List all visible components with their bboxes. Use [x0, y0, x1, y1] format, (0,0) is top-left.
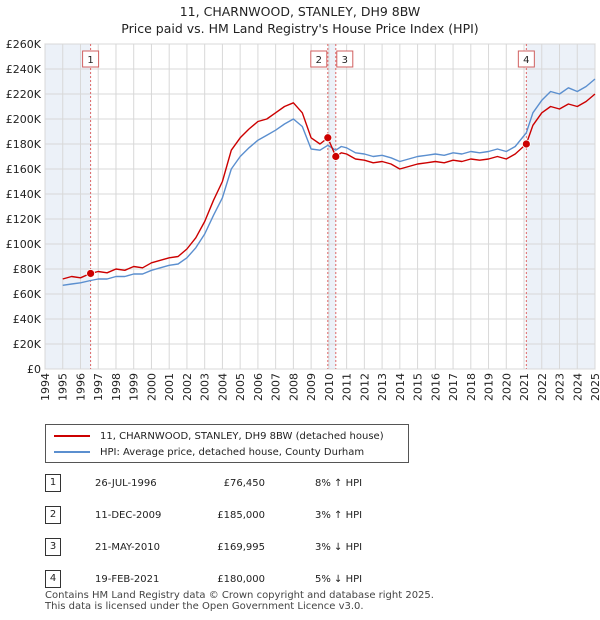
- y-tick-label: £220K: [6, 88, 42, 101]
- x-tick-label: 2020: [500, 373, 513, 401]
- x-tick-label: 2011: [341, 373, 354, 401]
- footer-copyright: Contains HM Land Registry data © Crown c…: [45, 590, 434, 601]
- x-tick-label: 2004: [216, 373, 229, 401]
- sale-price: £180,000: [217, 574, 265, 585]
- y-tick-label: £100K: [6, 238, 42, 251]
- sale-row-4: 4 19-FEB-2021 £180,000 5% ↓ HPI: [45, 570, 445, 590]
- x-tick-label: 1995: [57, 373, 70, 401]
- x-tick-label: 2016: [429, 373, 442, 401]
- x-tick-label: 2010: [323, 373, 336, 401]
- sale-price: £76,450: [223, 478, 265, 489]
- y-tick-label: £60K: [13, 288, 42, 301]
- x-tick-label: 2007: [270, 373, 283, 401]
- x-tick-label: 2006: [252, 373, 265, 401]
- sale-point: [323, 133, 333, 143]
- sale-number-label: 4: [523, 55, 529, 66]
- x-tick-label: 2015: [412, 373, 425, 401]
- legend-label-hpi: HPI: Average price, detached house, Coun…: [100, 446, 365, 458]
- x-tick-label: 2009: [305, 373, 318, 401]
- y-tick-label: £180K: [6, 138, 42, 151]
- x-tick-label: 2024: [571, 373, 584, 401]
- plot-area: [44, 43, 596, 370]
- y-tick-label: £160K: [6, 163, 42, 176]
- chart-subtitle: Price paid vs. HM Land Registry's House …: [121, 21, 479, 36]
- x-tick-label: 2017: [447, 373, 460, 401]
- x-tick-label: 2000: [145, 373, 158, 401]
- sale-number-box: [517, 50, 535, 68]
- x-tick-label: 1998: [110, 373, 123, 401]
- sale-number-box: [310, 50, 328, 68]
- y-tick-label: £40K: [13, 313, 42, 326]
- x-tick-label: 1994: [39, 373, 52, 401]
- x-tick-label: 2003: [199, 373, 212, 401]
- sale-hpi-diff: 3% ↓ HPI: [315, 542, 363, 553]
- sale-hpi-diff: 5% ↓ HPI: [315, 574, 363, 585]
- sale-date: 11-DEC-2009: [95, 510, 162, 521]
- y-tick-label: £260K: [6, 38, 42, 51]
- sale-point: [331, 152, 341, 161]
- sale-point: [86, 269, 95, 278]
- footer-licence: This data is licensed under the Open Gov…: [45, 601, 364, 612]
- legend-swatch-property: [54, 435, 90, 437]
- sale-row-2: 2 11-DEC-2009 £185,000 3% ↑ HPI: [45, 506, 445, 526]
- sale-number-label: 3: [342, 55, 348, 66]
- sale-row-3: 3 21-MAY-2010 £169,995 3% ↓ HPI: [45, 538, 445, 558]
- x-tick-label: 1999: [128, 373, 141, 401]
- legend-item-property: 11, CHARNWOOD, STANLEY, DH9 8BW (detache…: [54, 429, 384, 443]
- sale-row-1: 1 26-JUL-1996 £76,450 8% ↑ HPI: [45, 474, 445, 494]
- sale-badge-1: 1: [45, 474, 61, 492]
- x-tick-label: 2001: [163, 373, 176, 401]
- footer: Contains HM Land Registry data © Crown c…: [45, 590, 434, 612]
- sale-price: £185,000: [217, 510, 265, 521]
- shade-region-between-sales: [327, 44, 336, 369]
- sale-number-box: [82, 50, 100, 68]
- sale-number-label: 2: [316, 55, 322, 66]
- x-tick-label: 2022: [536, 373, 549, 401]
- price-chart: £0 £20K £40K £60K £80K £100K £120K £140K £160K £1…: [6, 38, 600, 401]
- sale-badge-2: 2: [45, 506, 61, 524]
- x-tick-label: 1997: [92, 373, 105, 401]
- sale-point: [521, 139, 531, 149]
- chart-title: 11, CHARNWOOD, STANLEY, DH9 8BW: [179, 4, 421, 19]
- x-tick-label: 2005: [234, 373, 247, 401]
- x-tick-label: 2008: [287, 373, 300, 401]
- sale-date: 26-JUL-1996: [95, 478, 157, 489]
- legend-swatch-hpi: [54, 451, 90, 453]
- sale-date: 19-FEB-2021: [95, 574, 160, 585]
- chart-legend: 11, CHARNWOOD, STANLEY, DH9 8BW (detache…: [45, 424, 409, 463]
- sale-date: 21-MAY-2010: [95, 542, 161, 553]
- sale-hpi-diff: 8% ↑ HPI: [315, 478, 363, 489]
- sale-number-label: 1: [87, 55, 93, 66]
- x-tick-label: 2013: [376, 373, 389, 401]
- y-tick-label: £20K: [13, 338, 42, 351]
- property-price-line: [62, 93, 596, 280]
- x-tick-label: 2014: [394, 373, 407, 401]
- x-tick-label: 2023: [554, 373, 567, 401]
- legend-label-property: 11, CHARNWOOD, STANLEY, DH9 8BW (detache…: [100, 430, 384, 442]
- shade-region-after-last-sale: [526, 44, 595, 369]
- sale-badge-4: 4: [45, 570, 61, 588]
- shade-region-before-first-sale: [45, 44, 91, 369]
- x-tick-label: 2021: [518, 373, 531, 401]
- legend-item-hpi: HPI: Average price, detached house, Coun…: [54, 445, 364, 459]
- x-tick-label: 1996: [74, 373, 87, 401]
- x-tick-label: 2012: [358, 373, 371, 401]
- x-tick-label: 2019: [483, 373, 496, 401]
- x-tick-label: 2018: [465, 373, 478, 401]
- y-tick-label: £120K: [6, 213, 42, 226]
- y-tick-label: £80K: [13, 263, 42, 276]
- x-tick-label: 2002: [181, 373, 194, 401]
- y-tick-label: £140K: [6, 188, 42, 201]
- y-tick-label: £0: [27, 363, 41, 376]
- sale-price: £169,995: [217, 542, 265, 553]
- sale-badge-3: 3: [45, 538, 61, 556]
- sale-hpi-diff: 3% ↑ HPI: [315, 510, 363, 521]
- x-tick-label: 2025: [589, 373, 600, 401]
- chart-title-block: 11, CHARNWOOD, STANLEY, DH9 8BW Price pa…: [0, 3, 600, 37]
- sale-number-box: [336, 50, 354, 68]
- y-tick-label: £200K: [6, 113, 42, 126]
- y-tick-label: £240K: [6, 63, 42, 76]
